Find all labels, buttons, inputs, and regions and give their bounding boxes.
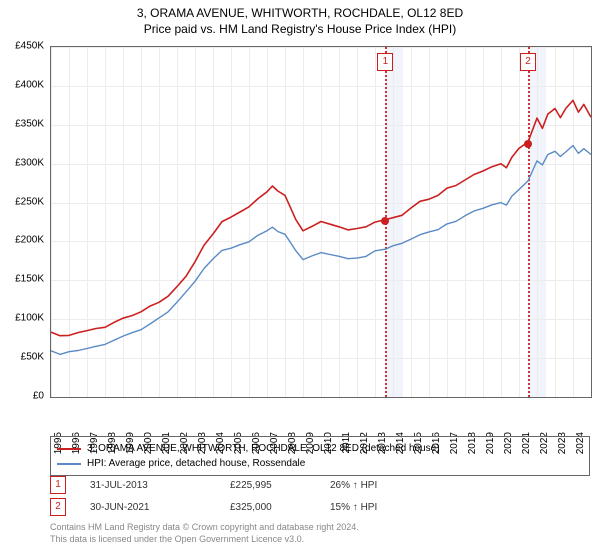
y-tick-label: £350K [15, 118, 44, 129]
legend-row-2: HPI: Average price, detached house, Ross… [57, 456, 583, 471]
chart-plot-area: 12 [50, 46, 592, 398]
footer-line-2: This data is licensed under the Open Gov… [50, 534, 590, 546]
series-svg [51, 47, 591, 397]
y-axis-labels: £0£50K£100K£150K£200K£250K£300K£350K£400… [0, 46, 48, 396]
legend-swatch-2 [57, 463, 81, 465]
title-area: 3, ORAMA AVENUE, WHITWORTH, ROCHDALE, OL… [0, 0, 600, 37]
y-tick-label: £250K [15, 196, 44, 207]
y-tick-label: £450K [15, 41, 44, 52]
legend-row-1: 3, ORAMA AVENUE, WHITWORTH, ROCHDALE, OL… [57, 441, 583, 456]
footer: Contains HM Land Registry data © Crown c… [50, 522, 590, 545]
legend-label-1: 3, ORAMA AVENUE, WHITWORTH, ROCHDALE, OL… [87, 441, 440, 456]
event-marker: 2 [520, 53, 536, 71]
series-price_paid [51, 100, 591, 335]
series-hpi [51, 146, 591, 355]
sale-date: 30-JUN-2021 [90, 502, 230, 513]
y-tick-label: £100K [15, 313, 44, 324]
sales-table: 1 31-JUL-2013£225,99526% ↑ HPI 2 30-JUN-202… [50, 476, 590, 520]
sale-date: 31-JUL-2013 [90, 480, 230, 491]
y-tick-label: £400K [15, 79, 44, 90]
x-axis-labels: 1995199619971998199920002001200220032004… [50, 398, 590, 438]
sale-price: £225,995 [230, 480, 330, 491]
sale-row: 1 31-JUL-2013£225,99526% ↑ HPI [50, 476, 590, 494]
chart-subtitle: Price paid vs. HM Land Registry's House … [0, 22, 600, 38]
legend: 3, ORAMA AVENUE, WHITWORTH, ROCHDALE, OL… [50, 436, 590, 476]
page: 3, ORAMA AVENUE, WHITWORTH, ROCHDALE, OL… [0, 0, 600, 560]
y-tick-label: £150K [15, 274, 44, 285]
sale-dot [381, 217, 389, 225]
y-tick-label: £50K [21, 352, 44, 363]
chart-title: 3, ORAMA AVENUE, WHITWORTH, ROCHDALE, OL… [0, 6, 600, 22]
sale-price: £325,000 [230, 502, 330, 513]
sale-diff: 26% ↑ HPI [330, 480, 450, 491]
legend-swatch-1 [57, 448, 81, 450]
sale-row: 2 30-JUN-2021£325,00015% ↑ HPI [50, 498, 590, 516]
footer-line-1: Contains HM Land Registry data © Crown c… [50, 522, 590, 534]
legend-label-2: HPI: Average price, detached house, Ross… [87, 456, 305, 471]
sale-index-box: 2 [50, 498, 66, 516]
event-marker: 1 [377, 53, 393, 71]
sale-diff: 15% ↑ HPI [330, 502, 450, 513]
sale-dot [524, 140, 532, 148]
y-tick-label: £0 [33, 391, 44, 402]
y-tick-label: £200K [15, 235, 44, 246]
y-tick-label: £300K [15, 157, 44, 168]
sale-index-box: 1 [50, 476, 66, 494]
